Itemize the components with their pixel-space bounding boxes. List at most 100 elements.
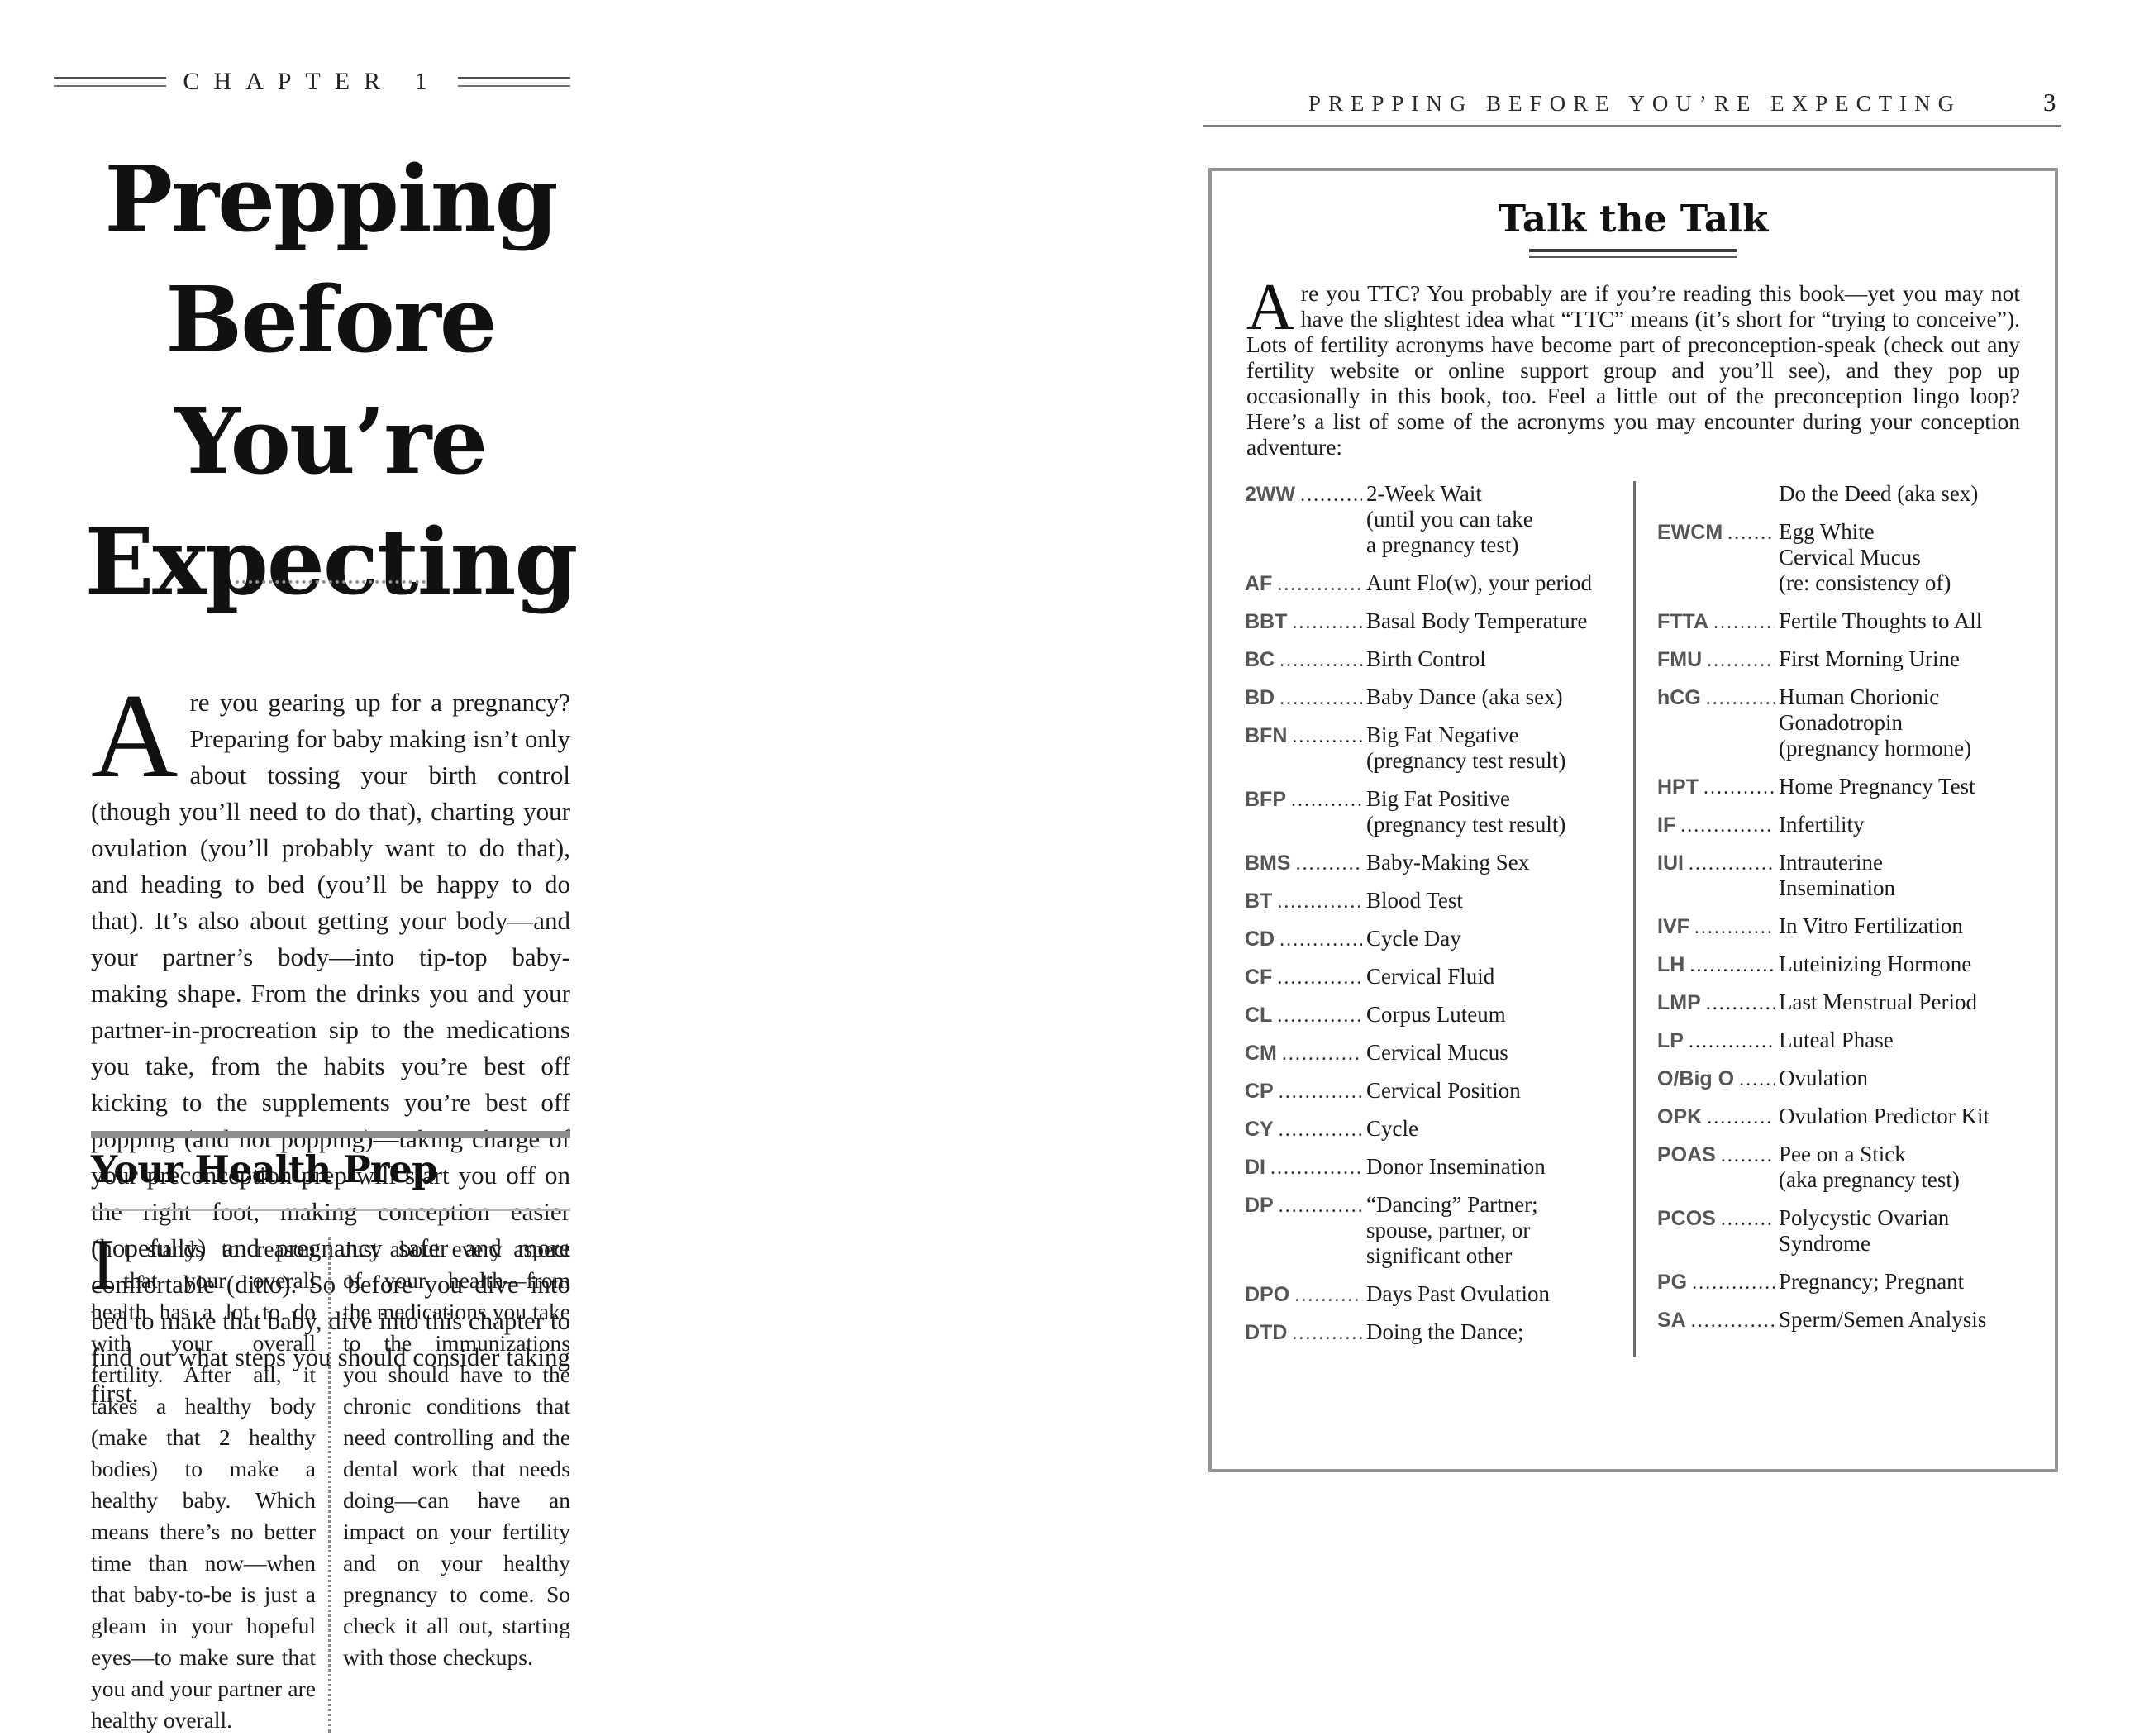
dots-leader: ........................................ xyxy=(1279,688,1362,709)
acronym-entry: DP......................................… xyxy=(1245,1192,1617,1269)
acronym-definition: Do the Deed (aka sex) xyxy=(1779,481,1979,506)
dots-leader: ........................................ xyxy=(1713,612,1775,633)
acronym-entry-left: BFN.....................................… xyxy=(1245,724,1366,748)
acronym-entry-left: OPK.....................................… xyxy=(1657,1105,1779,1129)
chapter-header: CHAPTER 1 xyxy=(54,68,570,96)
acronym-entry-left: CY......................................… xyxy=(1245,1118,1366,1142)
acronym-entry: BFP.....................................… xyxy=(1245,786,1617,837)
acronym-entry-left: O/Big O.................................… xyxy=(1657,1067,1779,1091)
acronym-definition: Birth Control xyxy=(1366,646,1486,671)
acronym-entry: SA......................................… xyxy=(1657,1307,2022,1333)
dots-leader: ........................................ xyxy=(1277,891,1362,913)
acronym-definition: Cervical Fluid xyxy=(1366,964,1495,989)
acronym-entry-left: IVF.....................................… xyxy=(1657,915,1779,939)
acronym-definition: 2-Week Wait (until you can take a pregna… xyxy=(1366,481,1533,557)
acronym-entry: BD......................................… xyxy=(1245,684,1617,710)
acronym-entry: hCG.....................................… xyxy=(1657,684,2022,761)
acronym-entry-left: PCOS....................................… xyxy=(1657,1207,1779,1231)
acronym-entry-left: SA......................................… xyxy=(1657,1309,1779,1333)
dots-leader: ........................................ xyxy=(1279,650,1362,671)
dots-leader: ........................................ xyxy=(1694,917,1775,938)
acronym-definition: Blood Test xyxy=(1366,888,1463,913)
acronym-label: CL xyxy=(1245,1004,1273,1027)
chapter-header-rule-left xyxy=(54,77,167,87)
acronym-definition: “Dancing” Partner; spouse, partner, or s… xyxy=(1366,1192,1538,1268)
section-heading: Your Health Prep xyxy=(91,1147,438,1191)
dots-leader: ........................................ xyxy=(1270,1157,1362,1179)
acronym-definition: Corpus Luteum xyxy=(1366,1002,1506,1027)
acronym-label: 2WW xyxy=(1245,483,1296,506)
dots-leader: ........................................ xyxy=(1279,929,1362,951)
acronym-entry-left: CF......................................… xyxy=(1245,966,1366,990)
acronym-column-left: 2WW.....................................… xyxy=(1245,481,1633,1357)
dots-leader: ........................................ xyxy=(1277,1005,1362,1027)
acronym-entry: CF......................................… xyxy=(1245,964,1617,990)
acronym-definition: First Morning Urine xyxy=(1779,646,1960,671)
acronym-label: CM xyxy=(1245,1042,1277,1065)
acronym-entry-left: CP......................................… xyxy=(1245,1080,1366,1104)
dots-leader: ........................................ xyxy=(1692,1272,1775,1294)
dots-leader: ........................................ xyxy=(1688,1031,1775,1052)
dots-leader: ........................................ xyxy=(1281,1043,1362,1065)
box-intro-dropcap: A xyxy=(1246,271,1294,344)
acronym-entry: 2WW.....................................… xyxy=(1245,481,1617,558)
acronym-entry-left: BC......................................… xyxy=(1245,648,1366,672)
column-dotted-divider xyxy=(328,1237,331,1733)
acronym-definition: Last Menstrual Period xyxy=(1779,990,1977,1014)
chapter-title-line1: Prepping Before xyxy=(104,145,558,374)
acronym-entry-left: BD......................................… xyxy=(1245,686,1366,710)
box-intro-text: re you TTC? You probably are if you’re r… xyxy=(1246,280,2020,460)
chapter-title: Prepping Before You’re Expecting xyxy=(50,139,612,622)
acronym-definition: In Vitro Fertilization xyxy=(1779,913,1963,938)
dots-leader: ........................................ xyxy=(1707,650,1775,671)
acronym-definition: Donor Insemination xyxy=(1366,1154,1546,1179)
acronym-entry: AF......................................… xyxy=(1245,570,1617,596)
acronym-entry: LMP.....................................… xyxy=(1657,990,2022,1015)
acronym-entry-left: LMP.....................................… xyxy=(1657,991,1779,1015)
dots-leader: ........................................ xyxy=(1703,777,1775,799)
acronym-definition: Cervical Position xyxy=(1366,1078,1521,1103)
chapter-title-line2: You’re Expecting xyxy=(84,387,579,615)
acronym-definition: Egg White Cervical Mucus (re: consistenc… xyxy=(1779,519,1951,595)
intro-text: re you gearing up for a pregnancy? Prepa… xyxy=(91,688,570,1408)
acronym-entry: PCOS....................................… xyxy=(1657,1205,2022,1257)
acronym-label: hCG xyxy=(1657,686,1701,709)
acronym-entry: BBT.....................................… xyxy=(1245,608,1617,634)
acronym-entry-left: AF......................................… xyxy=(1245,572,1366,596)
acronym-entry: LH......................................… xyxy=(1657,951,2022,977)
acronym-label: IF xyxy=(1657,813,1676,837)
acronym-label: LH xyxy=(1657,953,1685,976)
acronym-definition: Infertility xyxy=(1779,812,1865,837)
acronym-label: BBT xyxy=(1245,610,1288,633)
acronym-label: CP xyxy=(1245,1080,1274,1103)
acronym-entry: CP......................................… xyxy=(1245,1078,1617,1104)
acronym-definition: Basal Body Temperature xyxy=(1366,608,1588,633)
acronym-label: O/Big O xyxy=(1657,1067,1735,1090)
acronym-definition: Human Chorionic Gonadotropin (pregnancy … xyxy=(1779,684,1972,761)
acronym-definition: Cervical Mucus xyxy=(1366,1040,1508,1065)
acronym-entry-left: IUI.....................................… xyxy=(1657,851,1779,875)
acronym-definition: Baby Dance (aka sex) xyxy=(1366,684,1563,709)
acronym-definition: Fertile Thoughts to All xyxy=(1779,608,1983,633)
acronym-entry: CD......................................… xyxy=(1245,926,1617,951)
running-head-rule xyxy=(1203,125,2061,127)
box-title: Talk the Talk xyxy=(1498,197,1769,241)
acronym-entry: DI......................................… xyxy=(1245,1154,1617,1180)
acronym-entry-left: BMS.....................................… xyxy=(1245,851,1366,875)
acronym-column-right: Do the Deed (aka sex) EWCM...............… xyxy=(1633,481,2022,1357)
acronym-label: DPO xyxy=(1245,1283,1290,1306)
acronym-label: EWCM xyxy=(1657,521,1723,544)
chapter-label: CHAPTER 1 xyxy=(183,68,441,95)
acronym-entry: DTD.....................................… xyxy=(1245,1319,1617,1345)
acronym-label: POAS xyxy=(1657,1143,1716,1166)
acronym-entry: CL......................................… xyxy=(1245,1002,1617,1028)
acronym-label: LMP xyxy=(1657,991,1701,1014)
acronym-definition: Pregnancy; Pregnant xyxy=(1779,1269,1965,1294)
acronym-definition: Aunt Flo(w), your period xyxy=(1366,570,1592,595)
acronym-label: SA xyxy=(1657,1309,1686,1332)
dots-leader: ........................................ xyxy=(1705,993,1775,1014)
acronym-definition: Baby-Making Sex xyxy=(1366,850,1530,875)
acronym-entry: BFN.....................................… xyxy=(1245,723,1617,774)
